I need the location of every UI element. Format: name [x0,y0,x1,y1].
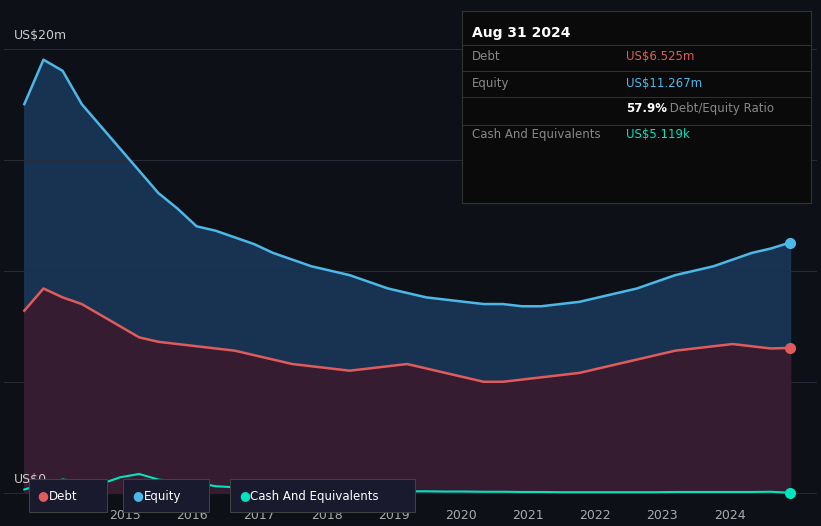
Text: US$20m: US$20m [14,29,67,42]
Text: US$11.267m: US$11.267m [626,77,703,90]
Text: US$5.119k: US$5.119k [626,128,690,141]
Text: ●: ● [38,490,48,502]
Text: Debt: Debt [472,50,501,64]
Text: Cash And Equivalents: Cash And Equivalents [472,128,601,141]
Text: US$6.525m: US$6.525m [626,50,695,64]
Text: Equity: Equity [472,77,510,90]
Text: Debt/Equity Ratio: Debt/Equity Ratio [666,102,774,115]
Text: Aug 31 2024: Aug 31 2024 [472,26,571,40]
Text: Equity: Equity [144,490,181,502]
Text: ●: ● [132,490,143,502]
Text: ●: ● [239,490,250,502]
Text: 57.9%: 57.9% [626,102,667,115]
Text: US$0: US$0 [14,473,48,486]
Text: Cash And Equivalents: Cash And Equivalents [250,490,379,502]
Text: Debt: Debt [49,490,78,502]
